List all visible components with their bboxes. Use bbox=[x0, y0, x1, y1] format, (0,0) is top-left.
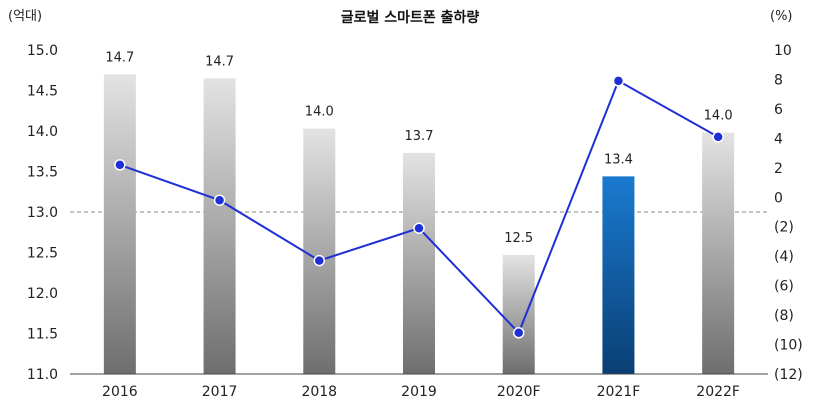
left-tick-label: 14.0 bbox=[27, 124, 58, 140]
category-label: 2022F bbox=[696, 384, 740, 400]
right-tick-label: (6) bbox=[774, 279, 794, 295]
right-axis: (12) (10) (8) (6) (4) (2) 0 2 4 6 8 10 bbox=[774, 43, 803, 383]
category-label: 2020F bbox=[497, 384, 541, 400]
category-label: 2016 bbox=[102, 384, 138, 400]
line-point bbox=[612, 75, 625, 87]
left-tick-label: 11.5 bbox=[27, 327, 58, 343]
left-tick-label: 12.5 bbox=[27, 246, 58, 262]
right-tick-label: (8) bbox=[774, 308, 794, 324]
category-axis: 2016 2017 2018 2019 2020F 2021F 2022F bbox=[102, 384, 740, 400]
right-tick-label: 10 bbox=[774, 43, 792, 59]
right-tick-label: 0 bbox=[774, 190, 783, 206]
bar-value-label: 14.7 bbox=[105, 50, 134, 65]
line-point bbox=[512, 327, 525, 339]
bar-series bbox=[103, 74, 735, 375]
right-tick-label: 4 bbox=[774, 131, 783, 147]
right-tick-label: (4) bbox=[774, 249, 794, 265]
right-tick-label: 8 bbox=[774, 72, 783, 88]
bar bbox=[203, 78, 236, 374]
chart-title: 글로벌 스마트폰 출하량 bbox=[341, 9, 480, 26]
left-axis-unit: (억대) bbox=[8, 9, 42, 24]
line-point bbox=[114, 159, 126, 171]
line-series bbox=[114, 75, 724, 339]
category-label: 2019 bbox=[401, 384, 437, 400]
left-tick-label: 13.0 bbox=[27, 205, 58, 221]
line-point bbox=[712, 131, 724, 143]
left-tick-label: 12.0 bbox=[27, 286, 58, 302]
bar-value-label: 14.0 bbox=[305, 105, 334, 120]
left-axis: 11.0 11.5 12.0 12.5 13.0 13.5 14.0 14.5 15.0 bbox=[27, 43, 58, 383]
right-tick-label: 6 bbox=[774, 102, 783, 118]
line-point bbox=[213, 194, 226, 206]
category-label: 2021F bbox=[597, 384, 641, 400]
bar bbox=[502, 254, 535, 374]
bar-value-label: 12.5 bbox=[504, 231, 533, 246]
bar bbox=[403, 152, 435, 374]
bar-value-label: 14.7 bbox=[205, 54, 234, 69]
category-label: 2017 bbox=[202, 384, 238, 400]
right-tick-label: (2) bbox=[774, 220, 794, 236]
line-point bbox=[413, 222, 425, 234]
right-tick-label: (10) bbox=[774, 338, 803, 354]
line-point bbox=[313, 254, 326, 267]
left-tick-label: 13.5 bbox=[27, 165, 58, 181]
left-tick-label: 15.0 bbox=[27, 43, 58, 59]
right-tick-label: (12) bbox=[774, 367, 803, 383]
bar bbox=[103, 74, 136, 375]
bar-value-label: 13.4 bbox=[604, 152, 633, 167]
right-tick-label: 2 bbox=[774, 161, 783, 177]
right-axis-unit: (%) bbox=[770, 9, 793, 24]
left-tick-label: 14.5 bbox=[27, 84, 58, 100]
bar-value-label: 13.7 bbox=[405, 129, 434, 144]
bar bbox=[602, 176, 635, 374]
bar bbox=[303, 128, 336, 374]
bar-value-labels: 14.7 14.7 14.0 13.7 12.5 13.4 14.0 bbox=[105, 50, 732, 246]
left-tick-label: 11.0 bbox=[27, 367, 58, 383]
bar-value-label: 14.0 bbox=[704, 109, 733, 124]
category-label: 2018 bbox=[301, 384, 337, 400]
bar bbox=[702, 132, 735, 374]
